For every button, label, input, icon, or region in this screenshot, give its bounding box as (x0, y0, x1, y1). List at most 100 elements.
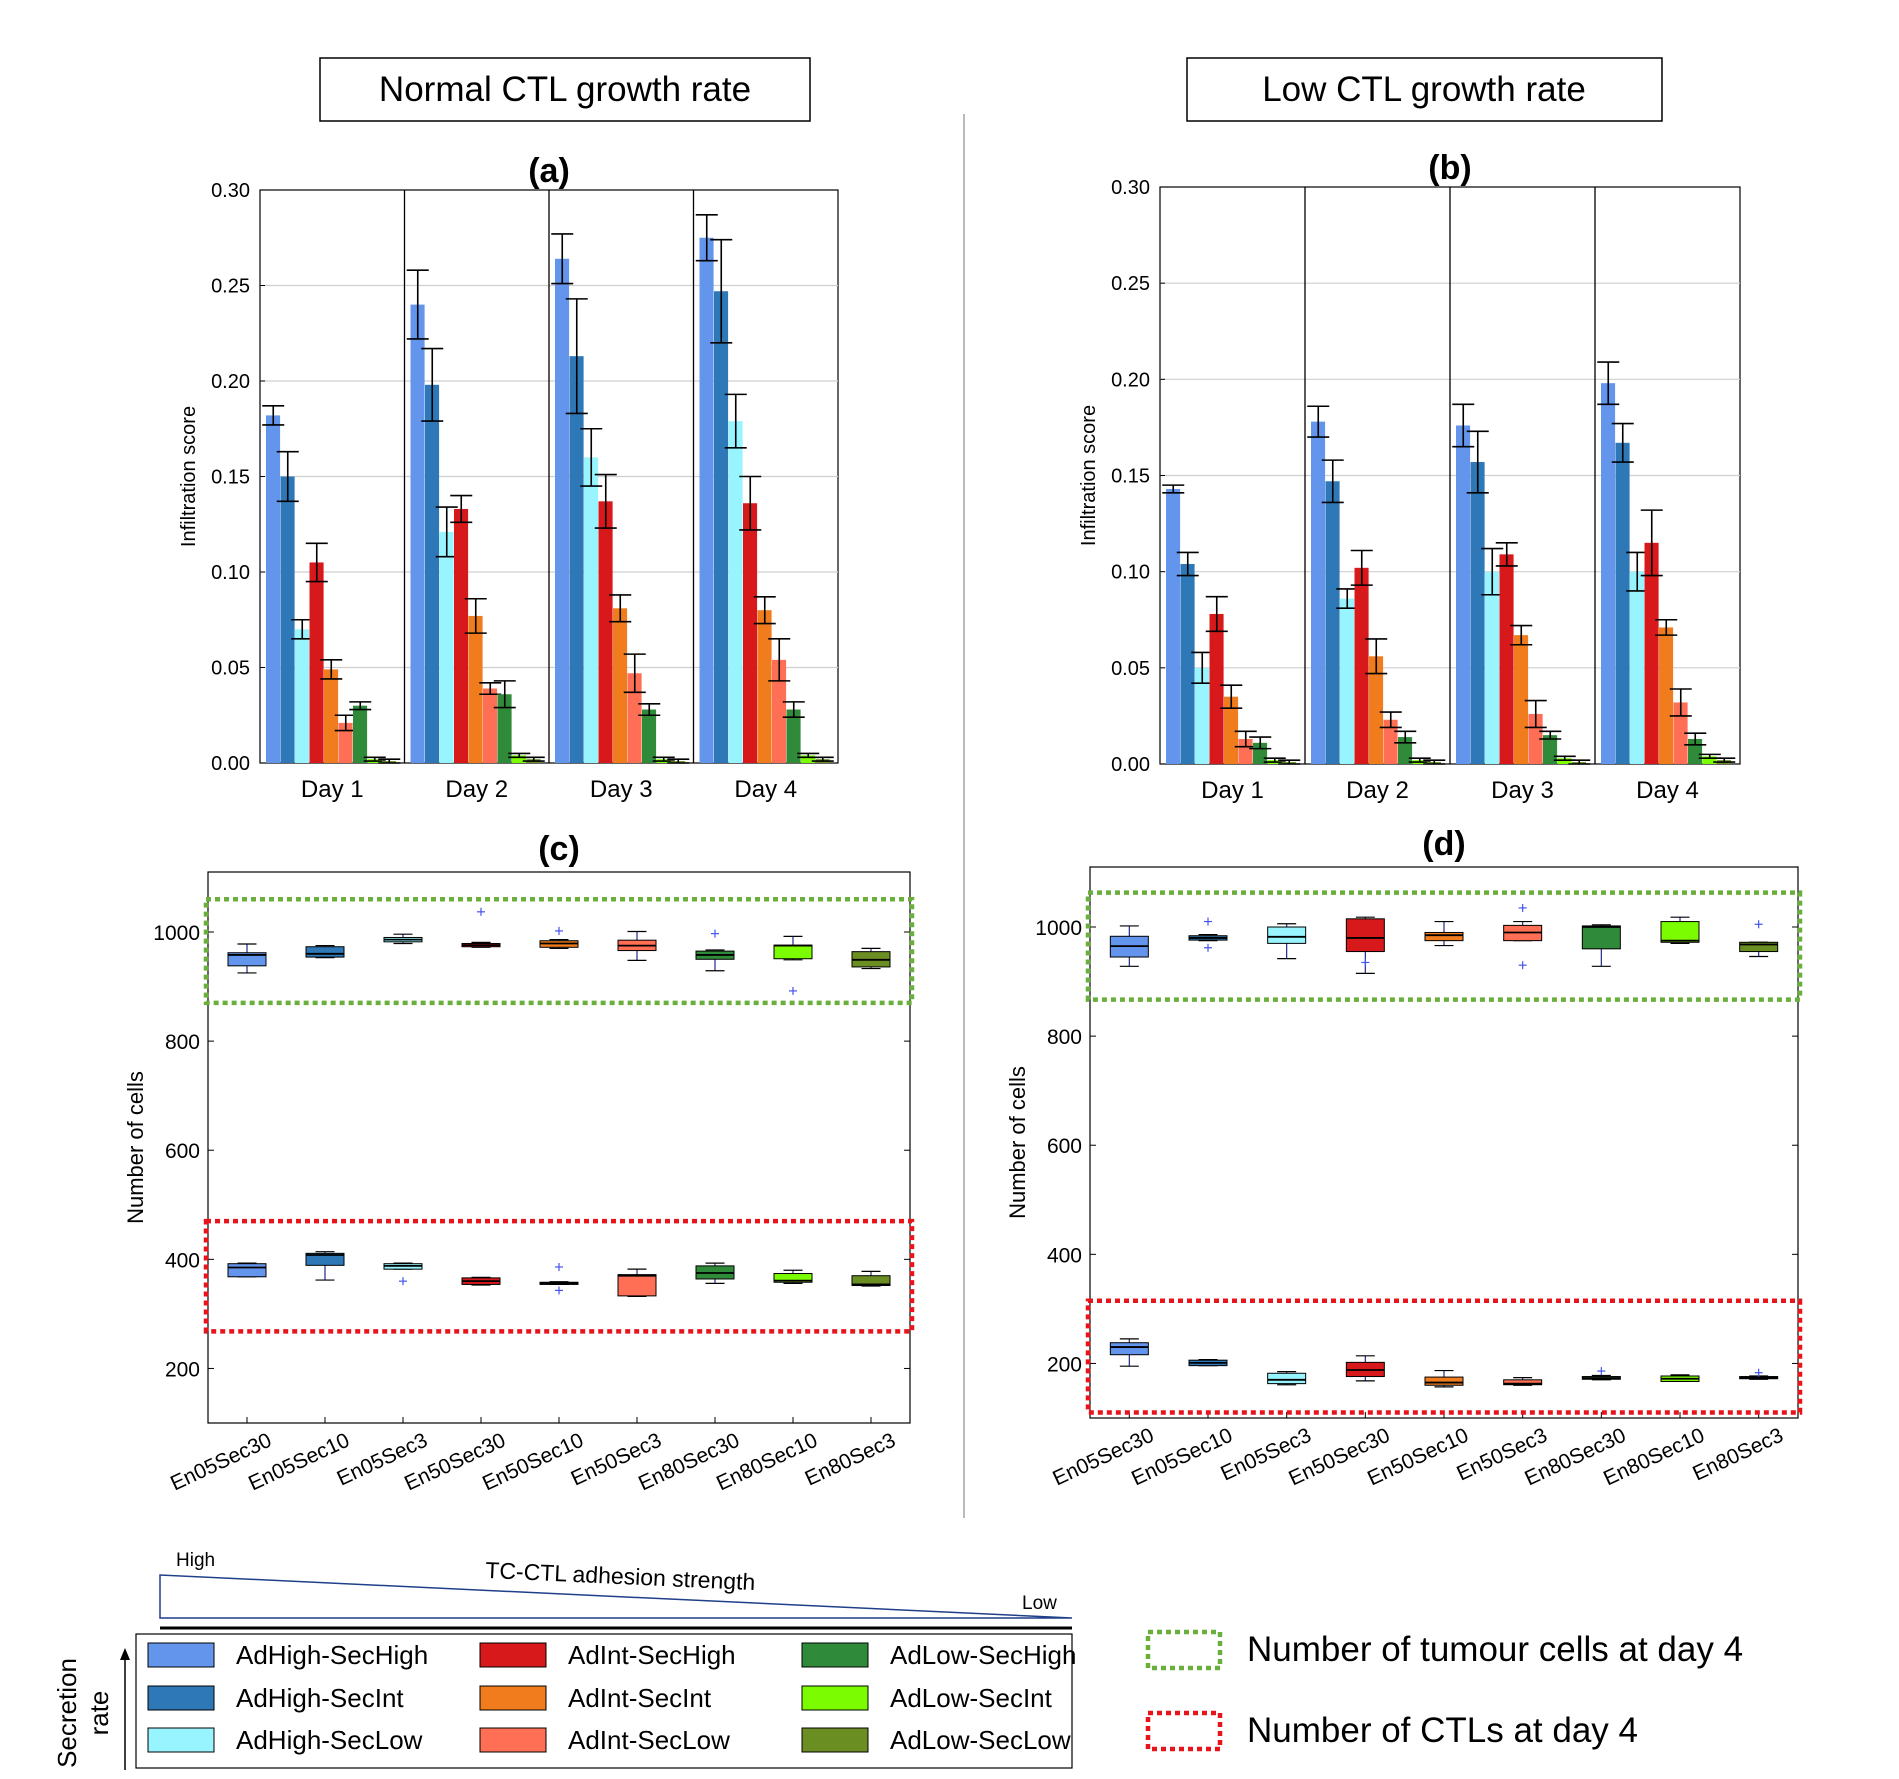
bar (1528, 713, 1543, 764)
bar (497, 694, 512, 763)
legend-label: AdLow-SecInt (890, 1683, 1053, 1713)
box (227, 952, 267, 967)
adhesion-title: TC-CTL adhesion strength (485, 1557, 756, 1595)
bar (1557, 758, 1572, 764)
legend-swatch (801, 1685, 869, 1711)
box (1267, 1372, 1307, 1385)
header-right-text: Low CTL growth rate (1262, 70, 1586, 109)
box (617, 1274, 657, 1297)
y-tick-label: 0.10 (1111, 562, 1150, 584)
y-tick-label: 0.10 (211, 562, 250, 584)
bar (1543, 735, 1558, 764)
legend-item: AdHigh-SecInt (147, 1683, 404, 1713)
box (1739, 941, 1779, 953)
box (851, 1275, 891, 1287)
adhesion-high-label: High (176, 1550, 215, 1571)
x-tick-label: Day 3 (590, 776, 653, 803)
bar (1644, 542, 1659, 764)
bar (324, 669, 339, 763)
legend-label: AdInt-SecInt (568, 1683, 712, 1713)
x-tick-label: Day 1 (1201, 777, 1264, 804)
box (227, 1263, 267, 1278)
bar (1630, 571, 1645, 764)
bar (772, 659, 787, 763)
bar (555, 258, 570, 763)
box (1267, 926, 1307, 944)
bar (627, 673, 642, 763)
header-right: Low CTL growth rate (1186, 57, 1663, 122)
bar (1166, 488, 1181, 764)
group-legend: AdHigh-SecHigh AdHigh-SecInt AdHigh-SecLow… (135, 1633, 1076, 1769)
tumour-cells-highlight (1085, 890, 1803, 1002)
legend-item: AdLow-SecLow (801, 1725, 1071, 1755)
y-tick-label: 0.20 (1111, 369, 1150, 391)
tumour-annotation-swatch (1145, 1629, 1223, 1671)
bar (1659, 627, 1674, 764)
legend-item: AdLow-SecInt (801, 1683, 1053, 1713)
secretion-label-line2: rate (84, 1691, 114, 1736)
bar (642, 709, 657, 763)
legend-label: AdHigh-SecInt (236, 1683, 404, 1713)
bar (483, 688, 498, 763)
bar (714, 291, 729, 763)
bar (1195, 667, 1210, 764)
bar (569, 356, 584, 763)
annotation-legend: Number of tumour cells at day 4 Number o… (1145, 1629, 1743, 1752)
y-axis-label: Infiltration score (178, 406, 200, 547)
legend-label: AdLow-SecLow (890, 1725, 1071, 1755)
legend-label: AdHigh-SecLow (236, 1725, 423, 1755)
legend-swatch (147, 1642, 215, 1668)
y-tick-label: 800 (165, 1031, 200, 1054)
tumour-annotation-text: Number of tumour cells at day 4 (1247, 1630, 1743, 1669)
chart-title: (c) (538, 830, 580, 868)
bar (1470, 462, 1485, 764)
box (305, 1252, 345, 1266)
y-axis-label: Number of cells (123, 1071, 148, 1224)
box (773, 944, 813, 960)
bar (295, 629, 310, 763)
chart-title: (b) (1428, 149, 1471, 187)
legend-swatch (147, 1727, 215, 1753)
bar (1180, 563, 1195, 764)
bar (743, 503, 758, 763)
bar (1398, 737, 1413, 764)
panel-a-bar-chart: 0.00 0.05 0.10 0.15 0.20 0.25 0.30 Infiltration… (178, 152, 839, 803)
bar (468, 615, 483, 763)
bar (1209, 613, 1224, 764)
axes-frame (1089, 866, 1799, 1419)
bar (786, 709, 801, 763)
bar (425, 384, 440, 763)
legend-item: AdHigh-SecLow (147, 1725, 423, 1755)
box (305, 946, 345, 958)
legend-item: AdInt-SecInt (479, 1683, 712, 1713)
y-tick-label: 0.30 (211, 180, 250, 202)
ctl-annotation-text: Number of CTLs at day 4 (1247, 1711, 1638, 1750)
bar (728, 421, 743, 763)
y-tick-label: 400 (1047, 1244, 1082, 1267)
legend-item: AdLow-SecHigh (801, 1640, 1076, 1670)
x-tick-label: Day 1 (301, 776, 364, 803)
legend-swatch (479, 1727, 547, 1753)
bar (280, 476, 295, 763)
box (1424, 1376, 1464, 1386)
bar (584, 457, 599, 763)
y-tick-label: 600 (165, 1140, 200, 1163)
bar (512, 755, 527, 763)
ctl-cells-highlight (203, 1218, 915, 1334)
y-tick-label: 0.00 (211, 753, 250, 775)
secretion-axis: Secretion rate (52, 1648, 130, 1770)
header-left-text: Normal CTL growth rate (379, 70, 751, 109)
y-tick-label: 1000 (153, 922, 200, 945)
y-tick-label: 0.30 (1111, 177, 1150, 199)
legend-label: AdInt-SecHigh (568, 1640, 736, 1670)
legend-swatch (801, 1727, 869, 1753)
bar (410, 304, 425, 763)
tumour-cells-highlight (203, 897, 915, 1006)
ctl-cells-highlight (1085, 1298, 1803, 1415)
bar (1514, 635, 1529, 764)
bar (338, 722, 353, 763)
bar (1238, 738, 1253, 764)
bar (454, 508, 469, 763)
y-tick-label: 0.05 (211, 658, 250, 680)
